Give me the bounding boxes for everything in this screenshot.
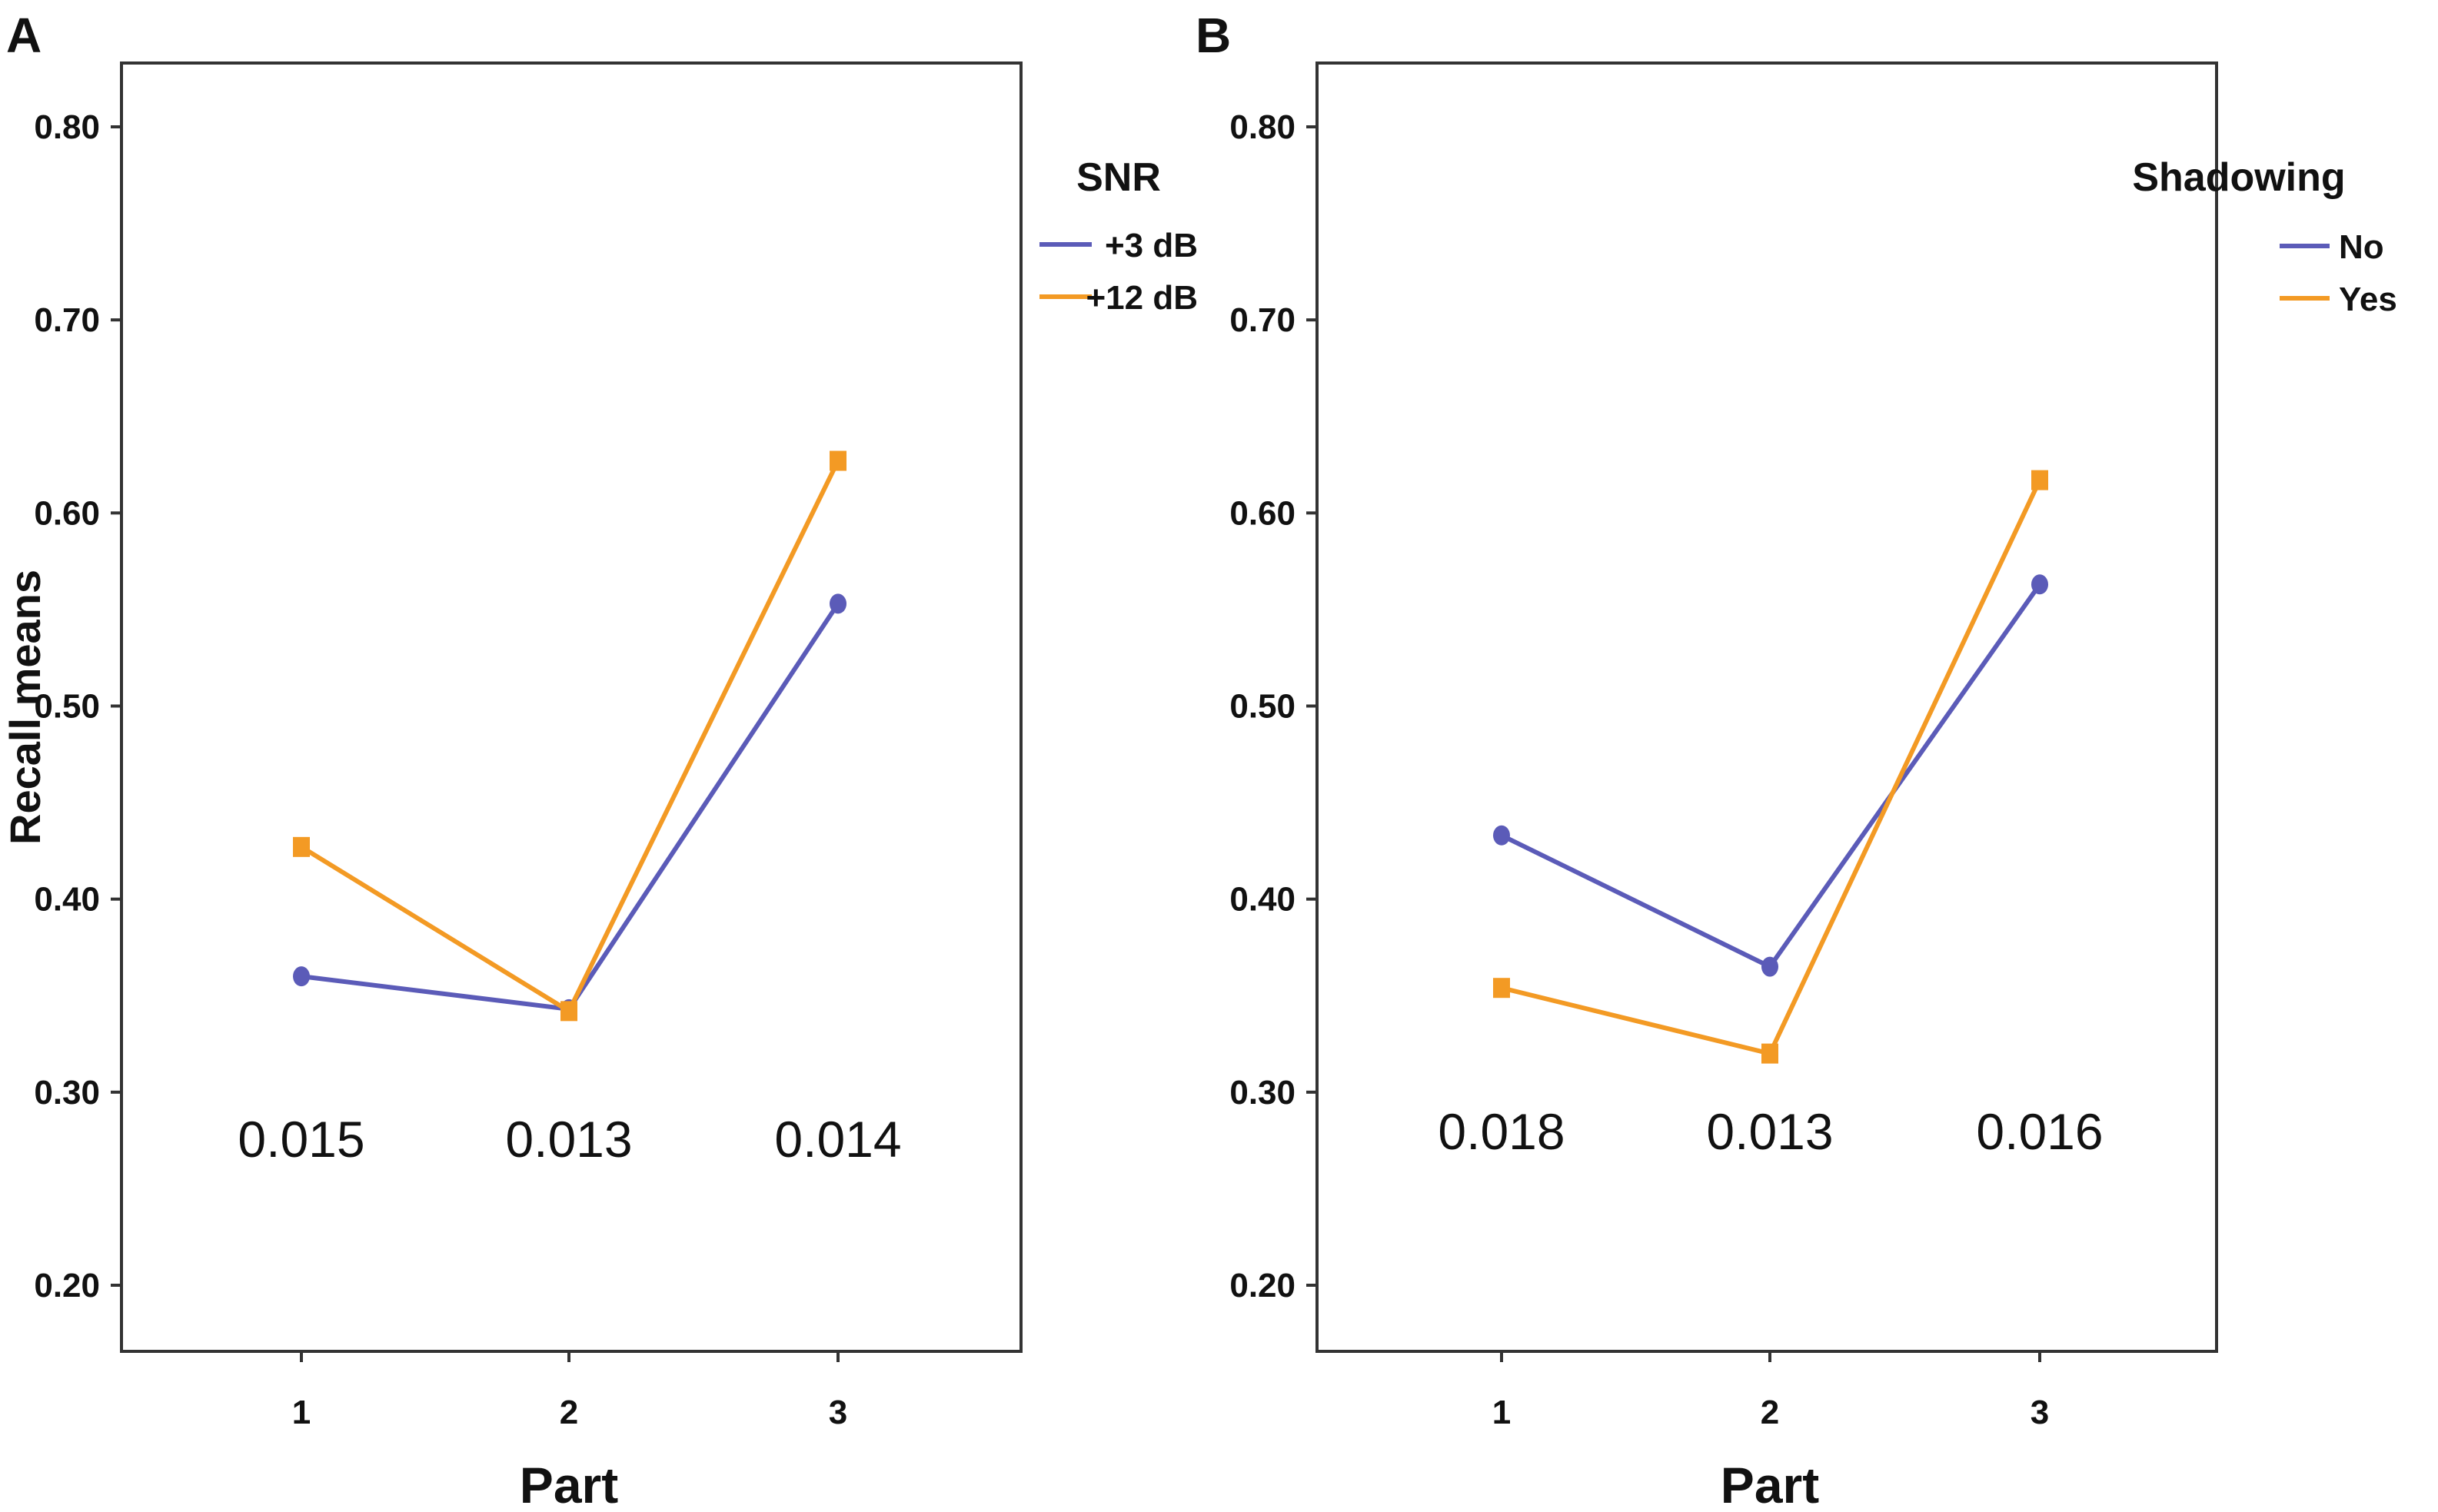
- annotation-label: 0.013: [505, 1111, 632, 1168]
- x-tick-label: 2: [560, 1394, 578, 1431]
- data-point-square: [1761, 1043, 1778, 1064]
- data-point-square: [830, 450, 846, 471]
- y-tick-label: 0.70: [1229, 301, 1295, 339]
- data-point-circle: [830, 593, 846, 614]
- legend-title: Shadowing: [2132, 155, 2345, 200]
- y-tick-label: 0.30: [34, 1074, 100, 1112]
- y-tick-label: 0.60: [34, 494, 100, 532]
- data-point-circle: [2031, 574, 2048, 595]
- panel-letter: A: [6, 8, 42, 63]
- y-tick-label: 0.80: [1229, 108, 1295, 146]
- annotation-label: 0.018: [1438, 1103, 1565, 1160]
- x-tick-label: 1: [1492, 1394, 1511, 1431]
- x-tick-label: 3: [2031, 1394, 2049, 1431]
- series-line: [301, 602, 840, 1012]
- x-axis-label: Part: [520, 1457, 618, 1512]
- annotation-label: 0.015: [238, 1111, 364, 1168]
- y-tick-label: 0.20: [1229, 1267, 1295, 1304]
- y-tick-label: 0.50: [1229, 688, 1295, 726]
- panel-a: A 0.20 0.30 0.40 0.50 0.60 0.70 0.80 1 2 3 Part Reca…: [1, 8, 1198, 1512]
- panel-b: B 0.20 0.30 0.40 0.50 0.60 0.70 0.80 1 2 3 Part 0.01…: [1196, 8, 2397, 1512]
- series-line: [300, 460, 840, 1014]
- y-tick-label: 0.50: [34, 688, 100, 726]
- y-tick-label: 0.40: [34, 881, 100, 919]
- data-point-square: [293, 836, 310, 857]
- annotation-label: 0.014: [774, 1111, 901, 1168]
- legend-title: SNR: [1076, 155, 1161, 200]
- y-tick-label: 0.20: [34, 1267, 100, 1304]
- legend-entry: +3 dB: [1105, 227, 1198, 264]
- legend-entry: Yes: [2339, 281, 2397, 318]
- annotation-label: 0.016: [1976, 1103, 2103, 1160]
- data-point-circle: [1761, 956, 1778, 977]
- legend-entry: No: [2339, 228, 2384, 266]
- data-point-square: [1493, 978, 1510, 999]
- x-tick-label: 2: [1761, 1394, 1779, 1431]
- data-point-circle: [1493, 825, 1510, 846]
- y-tick-label: 0.70: [34, 301, 100, 339]
- legend-entry: +12 dB: [1086, 279, 1198, 317]
- x-axis-label: Part: [1721, 1457, 1819, 1512]
- y-tick-label: 0.40: [1229, 881, 1295, 919]
- panel-letter: B: [1196, 8, 1231, 63]
- data-point-square: [560, 1001, 577, 1022]
- x-tick-label: 1: [292, 1394, 311, 1431]
- y-tick-label: 0.60: [1229, 494, 1295, 532]
- y-tick-label: 0.30: [1229, 1074, 1295, 1112]
- data-point-circle: [293, 966, 310, 987]
- y-axis-label: Recall means: [1, 570, 49, 845]
- series-line: [1500, 583, 2042, 969]
- data-point-square: [2031, 470, 2048, 490]
- annotation-label: 0.013: [1706, 1103, 1833, 1160]
- y-tick-label: 0.80: [34, 108, 100, 146]
- x-tick-label: 3: [829, 1394, 847, 1431]
